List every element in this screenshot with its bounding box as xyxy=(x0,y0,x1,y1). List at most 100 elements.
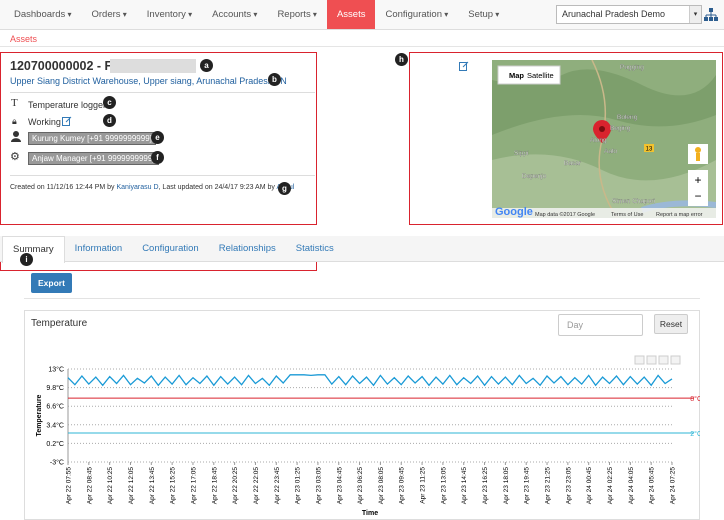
map-footer: Map data ©2017 Google xyxy=(535,211,595,218)
chart: 13°C 9.8°C 6.6°C 3.4°C 0.2°C -3°C 8°C 2°C Apr 22… xyxy=(36,355,700,517)
tab[interactable]: Statistics xyxy=(295,243,334,254)
nav-item[interactable]: Accounts xyxy=(202,0,267,29)
owner[interactable]: Kurung Kumey [+91 9999999999] xyxy=(28,132,156,145)
x-tick-label: Apr 23 19:45 xyxy=(524,467,531,505)
x-tick-label: Apr 22 08:45 xyxy=(86,467,93,505)
x-tick-label: Apr 23 23:05 xyxy=(565,467,572,505)
badge: c xyxy=(103,96,116,109)
type-icon: T xyxy=(11,97,18,109)
badge: e xyxy=(151,131,164,144)
chart-tool[interactable] xyxy=(670,355,681,365)
svg-text:−: − xyxy=(694,189,701,203)
x-tick-label: Apr 22 10:25 xyxy=(107,467,114,505)
map-button: Satellite xyxy=(527,71,554,80)
x-tick-label: Apr 22 17:05 xyxy=(190,467,197,505)
badge: a xyxy=(200,59,213,72)
account-name: Arunachal Pradesh Demo xyxy=(562,9,666,19)
map-place: Boleng xyxy=(617,114,638,121)
select-caret: ▾ xyxy=(689,6,701,23)
chart-panel xyxy=(24,310,700,520)
map-button: Map xyxy=(509,71,524,80)
badge: d xyxy=(103,114,116,127)
tabs: Summary Information Configuration Relations… xyxy=(2,236,344,263)
x-tick-label: Apr 23 09:45 xyxy=(399,467,406,505)
x-tick-label: Apr 24 04:05 xyxy=(628,467,635,505)
map-place: Basar xyxy=(564,160,582,167)
export-button[interactable]: Export xyxy=(31,273,72,293)
nav-item[interactable]: Assets xyxy=(326,0,376,29)
threshold-label: 2°C xyxy=(690,430,700,438)
y-tick-label: 13°C xyxy=(48,366,64,374)
tab[interactable]: Summary xyxy=(2,236,65,263)
edit-icon[interactable] xyxy=(459,61,469,71)
x-tick-label: Apr 23 06:25 xyxy=(357,467,364,505)
y-tick-label: 0.2°C xyxy=(46,440,64,448)
x-tick-label: Apr 23 14:45 xyxy=(461,467,468,505)
x-tick-label: Apr 24 02:25 xyxy=(607,467,614,505)
x-tick-label: Apr 22 15:25 xyxy=(170,467,177,505)
map-place: Pugging xyxy=(620,64,644,71)
chart-tool[interactable] xyxy=(658,355,669,365)
owner-icon xyxy=(11,131,21,142)
y-tick-label: 3.4°C xyxy=(46,421,64,429)
map-footer: Terms of Use xyxy=(611,212,643,218)
tab[interactable]: Relationships xyxy=(218,243,276,254)
asset-title: 120700000002 - FT- xyxy=(10,59,124,73)
asset-type: Temperature logger xyxy=(28,100,107,110)
y-axis-label: Temperature xyxy=(36,394,43,436)
map-footer: Report a map error xyxy=(656,212,703,218)
highlight-box xyxy=(0,52,317,225)
y-tick-label: 6.6°C xyxy=(46,403,64,411)
breadcrumb[interactable]: Assets xyxy=(10,34,38,44)
threshold-label: 8°C xyxy=(690,395,700,403)
x-tick-label: Apr 23 21:25 xyxy=(545,467,552,505)
series-line xyxy=(67,374,673,387)
edit-icon[interactable] xyxy=(62,116,72,126)
account-select[interactable]: Arunachal Pradesh Demo ▾ xyxy=(556,5,702,24)
nav-item[interactable]: Configuration xyxy=(375,0,458,29)
badge: i xyxy=(20,253,33,266)
badge: g xyxy=(278,182,291,195)
nav-item[interactable]: Inventory xyxy=(137,0,202,29)
tab[interactable]: Information xyxy=(74,243,123,254)
nav-item[interactable]: Orders xyxy=(81,0,136,29)
status-icon: 🔒︎ xyxy=(12,116,17,126)
creator[interactable]: Kaniyarasu D xyxy=(116,184,159,191)
x-tick-label: Apr 23 16:25 xyxy=(482,467,489,505)
x-tick-label: Apr 23 01:25 xyxy=(295,467,302,505)
audit-text: , Last updated on 24/4/17 9:23 AM by xyxy=(158,184,277,191)
nav-item[interactable]: Reports xyxy=(267,0,327,29)
divider xyxy=(10,175,315,176)
tab[interactable]: Configuration xyxy=(142,243,199,254)
map-place: Aalo xyxy=(604,148,617,155)
x-tick-label: Apr 22 13:45 xyxy=(149,467,156,505)
map[interactable]: + − Map Satellite Pugging Boleng BegingAlong… xyxy=(492,60,716,218)
y-tick-label: -3°C xyxy=(50,459,64,467)
road-number: 13 xyxy=(646,147,653,153)
x-tick-label: Apr 23 04:45 xyxy=(336,467,343,505)
maintainer-icon: ⚙︎ xyxy=(10,151,20,163)
nav-item[interactable]: Dashboards xyxy=(4,0,81,29)
x-tick-label: Apr 22 18:45 xyxy=(211,467,218,505)
badge: h xyxy=(395,53,408,66)
x-tick-label: Apr 22 07:55 xyxy=(66,467,73,505)
nav-item[interactable]: Setup xyxy=(458,0,509,29)
highlight-box xyxy=(409,52,723,225)
map-place: Depenjo xyxy=(522,173,547,180)
reset-button[interactable]: Reset xyxy=(654,314,688,334)
x-tick-label: Apr 22 23:45 xyxy=(274,467,281,505)
maintainer[interactable]: Anjaw Manager [+91 9999999999] xyxy=(28,152,159,165)
x-tick-label: Apr 23 11:25 xyxy=(420,467,427,504)
badge: f xyxy=(151,151,164,164)
audit-line: Created on 11/12/16 12:44 PM by Kaniyara… xyxy=(10,184,294,191)
x-tick-label: Apr 23 18:05 xyxy=(503,467,510,505)
asset-address[interactable]: Upper Siang District Warehouse, Upper si… xyxy=(10,76,287,86)
day-input[interactable]: Day xyxy=(558,314,643,336)
x-tick-label: Apr 22 20:25 xyxy=(232,467,239,505)
chart-tool[interactable] xyxy=(646,355,657,365)
hierarchy-icon[interactable] xyxy=(704,8,718,22)
y-tick-label: 9.8°C xyxy=(46,384,64,392)
x-axis-label: Time xyxy=(362,510,378,517)
map-place: Simen Chapori xyxy=(612,198,655,205)
chart-tool[interactable] xyxy=(634,355,645,365)
